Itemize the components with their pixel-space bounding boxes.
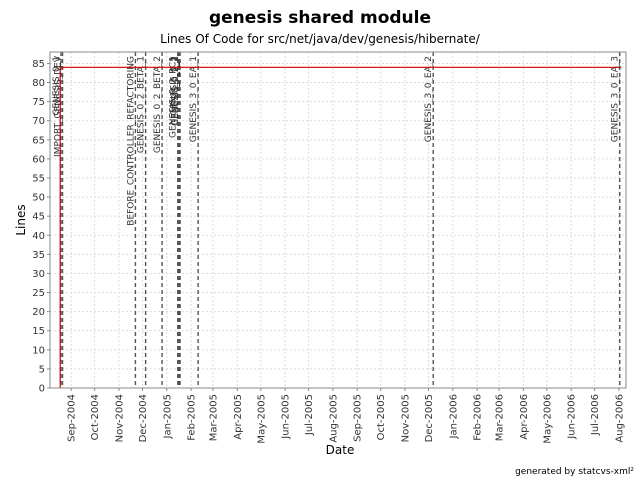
version-marker-label: GENESIS_0_2_RC1 [169,56,179,138]
y-tick-label: 15 [32,326,45,337]
y-tick-label: 10 [32,345,45,356]
x-axis-label: Date [326,443,355,457]
x-tick-label: Sep-2005 [353,394,364,442]
x-tick-label: Mar-2005 [209,394,220,441]
chart-title: genesis shared module [209,8,431,28]
x-tick-label: May-2005 [256,394,267,444]
x-tick-label: Jan-2005 [162,394,173,439]
footer-credit: generated by statcvs-xml² [515,467,634,477]
x-axis-ticks: Sep-2004 Oct-2004 Nov-2004 Dec-2004 Jan-2005… [67,388,625,444]
x-tick-label: Feb-2006 [473,394,484,441]
y-axis-label: Lines [14,204,28,235]
version-marker-label: GENESIS_3_0_EA_3 [611,56,621,142]
series [59,66,622,388]
x-tick-label: Jul-2005 [304,394,315,436]
version-marker-label: GENESIS_3_0_EA_2 [424,56,434,142]
y-tick-label: 65 [32,135,45,146]
x-tick-label: Jul-2006 [590,394,601,436]
x-tick-label: Nov-2005 [401,394,412,442]
y-tick-label: 70 [32,116,45,127]
version-marker-label: BEFORE_CONTROLLER_REFACTORING [126,56,136,226]
version-marker-label: GENESIS_0_2 [170,56,180,116]
y-tick-label: 30 [32,269,45,280]
y-tick-label: 40 [32,231,45,242]
version-marker-label: GENESIS_0_2_BETA_2 [153,56,163,153]
x-tick-label: Feb-2005 [187,394,198,441]
chart-subtitle: Lines Of Code for src/net/java/dev/genes… [160,32,481,46]
plot-frame [49,51,627,389]
x-tick-label: Sep-2004 [67,394,78,442]
version-marker-label: GENESIS_0_2_BETA_1 [137,56,147,153]
version-marker-label: GENESIS_0_1 [52,56,62,116]
version-marker-label: GENESIS_0_2_2 [171,56,181,126]
y-tick-label: 20 [32,307,45,318]
x-tick-label: May-2006 [542,394,553,444]
y-tick-label: 45 [32,212,45,223]
x-tick-label: Dec-2004 [138,394,149,442]
y-tick-label: 85 [32,59,45,70]
x-tick-label: Aug-2005 [328,394,339,443]
x-tick-label: Oct-2004 [90,394,101,440]
y-tick-label: 80 [32,78,45,89]
x-tick-label: Mar-2006 [495,394,506,441]
x-tick-label: Apr-2005 [233,394,244,440]
y-tick-label: 60 [32,154,45,165]
y-tick-label: 25 [32,288,45,299]
y-tick-label: 75 [32,97,45,108]
version-marker-label: GENESIS_3_0_EA_1 [189,56,199,142]
x-tick-label: Dec-2005 [424,394,435,442]
x-tick-label: Jan-2006 [448,394,459,439]
x-tick-label: Jun-2005 [281,394,292,440]
x-tick-label: Jun-2006 [567,394,578,440]
y-tick-label: 0 [39,384,45,395]
x-tick-label: Apr-2006 [519,394,530,440]
y-tick-label: 35 [32,250,45,261]
x-tick-label: Aug-2006 [614,394,625,443]
x-tick-label: Oct-2005 [376,394,387,440]
version-marker-label: IMPORT_GENESIS_DEV [54,55,64,157]
series-line [59,66,622,388]
y-tick-label: 50 [32,193,45,204]
y-tick-label: 5 [39,364,45,375]
y-tick-label: 55 [32,174,45,185]
x-tick-label: Nov-2004 [114,394,125,442]
y-axis-ticks: 0 5 10 15 20 25 30 35 40 45 50 55 60 65 70 75 80 85 [32,59,50,395]
version-marker-label: GENESIS_0_2_1 [170,56,180,126]
